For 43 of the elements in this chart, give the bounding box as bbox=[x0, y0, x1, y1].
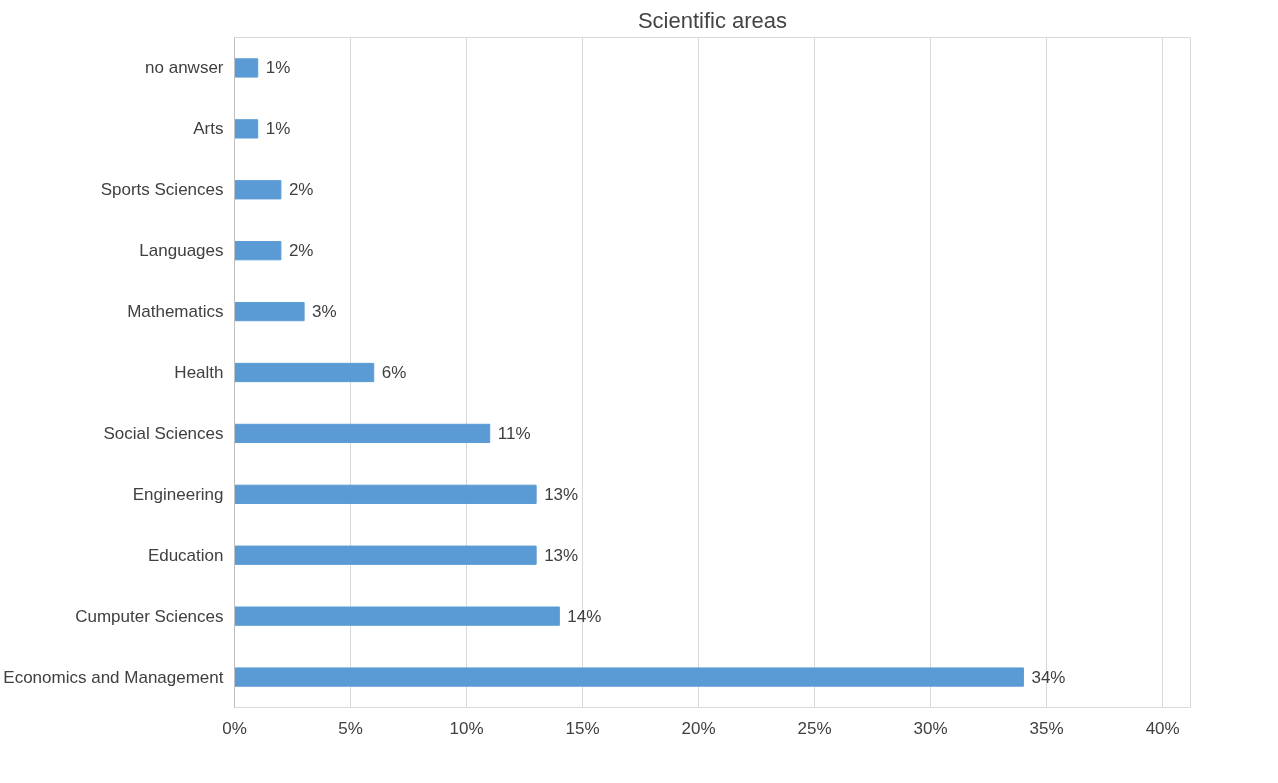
x-tick-label: 0% bbox=[222, 718, 247, 738]
bar bbox=[234, 58, 259, 78]
bar bbox=[234, 545, 537, 565]
data-label: 1% bbox=[265, 58, 291, 78]
data-label: 13% bbox=[544, 484, 579, 504]
bar bbox=[234, 606, 560, 626]
x-tick-label: 15% bbox=[565, 718, 600, 738]
bar bbox=[234, 180, 282, 200]
y-tick-label: Cumputer Sciences bbox=[75, 606, 224, 626]
y-tick-label: Languages bbox=[139, 241, 224, 261]
bar bbox=[234, 362, 375, 383]
x-tick-label: 5% bbox=[338, 718, 363, 738]
y-tick-label: Social Sciences bbox=[103, 423, 224, 443]
y-tick-label: Sports Sciences bbox=[100, 180, 224, 200]
x-tick-label: 20% bbox=[681, 718, 716, 738]
bar bbox=[234, 241, 282, 261]
bar bbox=[234, 119, 259, 139]
data-label: 3% bbox=[312, 302, 337, 322]
bar bbox=[234, 301, 305, 322]
y-tick-label: Education bbox=[147, 545, 224, 565]
data-label: 2% bbox=[288, 180, 314, 200]
x-tick-label: 30% bbox=[913, 718, 948, 738]
data-label: 1% bbox=[265, 119, 291, 139]
y-tick-label: Health bbox=[174, 363, 224, 382]
y-tick-label: Mathematics bbox=[127, 302, 224, 322]
data-label: 34% bbox=[1031, 667, 1066, 687]
x-tick-label: 35% bbox=[1029, 718, 1064, 738]
bar bbox=[234, 667, 1024, 687]
data-label: 2% bbox=[288, 241, 314, 261]
y-tick-label: Economics and Management bbox=[3, 667, 224, 687]
bar bbox=[234, 484, 537, 504]
y-tick-label: Arts bbox=[193, 119, 224, 139]
y-tick-label: Engineering bbox=[132, 484, 224, 504]
bar bbox=[234, 423, 491, 444]
x-tick-label: 40% bbox=[1145, 718, 1180, 738]
data-label: 6% bbox=[381, 363, 407, 382]
chart-title: Scientific areas bbox=[637, 7, 788, 33]
x-tick-label: 10% bbox=[449, 718, 484, 738]
data-label: 14% bbox=[567, 606, 602, 626]
data-label: 13% bbox=[544, 545, 579, 565]
data-label: 11% bbox=[497, 423, 531, 443]
y-tick-label: no anwser bbox=[145, 58, 224, 78]
x-tick-label: 25% bbox=[797, 718, 832, 738]
